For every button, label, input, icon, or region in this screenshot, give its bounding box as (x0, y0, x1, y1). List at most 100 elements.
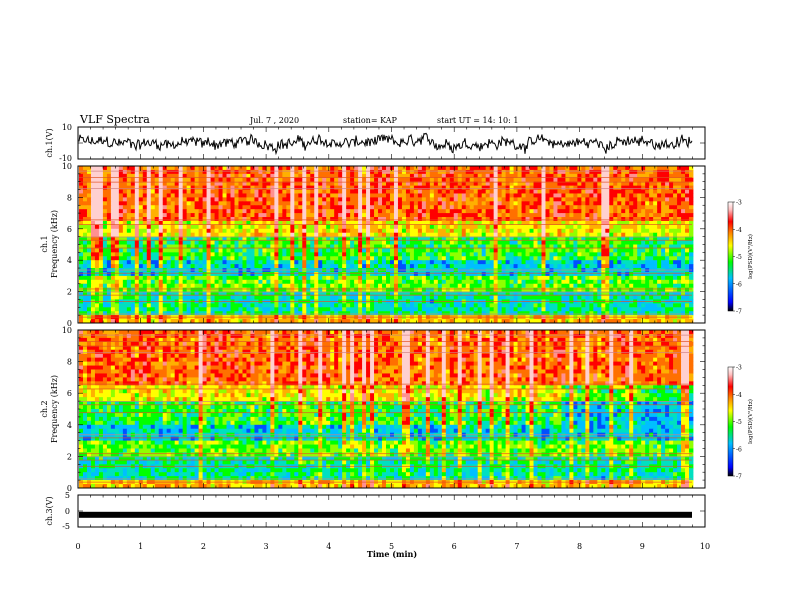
spectrogram-cell (238, 205, 243, 210)
spectrogram-cell (625, 260, 630, 265)
spectrogram-cell (178, 177, 184, 183)
spectrogram-cell (689, 224, 694, 230)
spectrogram-cell (641, 260, 646, 265)
spectrogram-cell (370, 209, 375, 214)
spectrogram-cell (158, 291, 164, 296)
spectrogram-cell (685, 287, 690, 293)
spectrogram-cell (673, 205, 678, 210)
spectrogram-cell (306, 271, 311, 277)
spectrogram-cell (378, 283, 383, 289)
spectrogram-cell (585, 244, 590, 249)
spectrogram-cell (82, 228, 88, 234)
spectrogram-cell (481, 224, 487, 230)
spectrogram-cell (537, 166, 542, 171)
spectrogram-cell (98, 193, 104, 198)
spectrogram-cell (202, 205, 207, 210)
spectrogram-cell (641, 181, 646, 187)
spectrogram-cell (641, 177, 646, 183)
spectrogram-cell (401, 240, 407, 245)
spectrogram-cell (366, 213, 371, 218)
spectrogram-cell (366, 260, 371, 265)
spectrogram-cell (565, 213, 570, 218)
spectrogram-cell (625, 248, 630, 253)
spectrogram-cell (386, 244, 391, 249)
spectrogram-cell (553, 232, 558, 238)
spectrogram-cell (457, 287, 463, 293)
spectrogram-cell (601, 287, 606, 293)
spectrogram-cell (493, 193, 499, 198)
spectrogram-cell (581, 166, 586, 171)
spectrogram-cell (314, 209, 319, 214)
spectrogram-cell (533, 209, 538, 214)
spectrogram-cell (389, 248, 395, 253)
spectrogram-cell (393, 209, 399, 214)
spectrogram-cell (601, 189, 606, 194)
spectrogram-cell (230, 283, 235, 289)
spectrogram-cell (669, 197, 674, 202)
spectrogram-cell (106, 287, 112, 293)
spectrogram-cell (545, 220, 550, 226)
spectrogram-cell (633, 260, 638, 265)
spectrogram-cell (110, 224, 116, 230)
spectrogram-cell (393, 173, 399, 179)
spectrogram-cell (409, 181, 415, 187)
spectrogram-cell (182, 291, 188, 296)
spectrogram-cell (665, 185, 670, 190)
spectrogram-cell (489, 252, 495, 257)
spectrogram-cell (681, 169, 686, 175)
spectrogram-cell (202, 252, 207, 257)
spectrogram-cell (557, 220, 562, 226)
spectrogram-cell (314, 256, 319, 261)
spectrogram-cell (633, 244, 638, 249)
spectrogram-cell (86, 260, 92, 265)
spectrogram-cell (529, 201, 534, 206)
spectrogram-cell (457, 197, 463, 202)
spectrogram-cell (689, 201, 694, 206)
spectrogram-cell (481, 177, 487, 183)
spectrogram-cell (445, 209, 451, 214)
spectrogram-cell (79, 271, 84, 277)
spectrogram-cell (677, 197, 682, 202)
spectrogram-cell (485, 197, 491, 202)
spectrogram-cell (182, 260, 188, 265)
spectrogram-cell (617, 248, 622, 253)
spectrogram-cell (457, 220, 463, 226)
spectrogram-cell (485, 264, 491, 269)
spectrogram-cell (541, 248, 546, 253)
spectrogram-cell (286, 283, 291, 289)
spectrogram-cell (326, 181, 331, 187)
spectrogram-cell (469, 173, 475, 179)
spectrogram-cell (362, 177, 367, 183)
spectrogram-cell (198, 232, 203, 238)
spectrogram-cell (489, 213, 495, 218)
spectrogram-cell (637, 169, 642, 175)
spectrogram-cell (358, 224, 363, 230)
spectrogram-cell (126, 244, 132, 249)
spectrogram-cell (433, 177, 439, 183)
spectrogram-cell (310, 275, 315, 281)
spectrogram-cell (577, 220, 582, 226)
spectrogram-cell (581, 287, 586, 293)
spectrogram-cell (397, 271, 403, 277)
spectrogram-cell (469, 260, 475, 265)
spectrogram-cell (409, 275, 415, 281)
spectrogram-cell (218, 181, 223, 187)
start-time-label: start UT = 14: 10: 1 (437, 116, 518, 125)
spectrogram-cell (497, 287, 503, 293)
spectrogram-cell (573, 201, 578, 206)
spectrogram-cell (561, 169, 566, 175)
spectrogram-cell (170, 217, 176, 222)
spectrogram-cell (374, 189, 379, 194)
spectrogram-cell (234, 217, 239, 222)
spectrogram-cell (246, 236, 251, 241)
spectrogram-cell (362, 232, 367, 238)
spectrogram-cell (118, 264, 124, 269)
spectrogram-cell (633, 236, 638, 241)
spectrogram-cell (378, 244, 383, 249)
spectrogram-cell (282, 244, 287, 249)
spectrogram-cell (90, 260, 96, 265)
spectrogram-cell (170, 279, 176, 285)
spectrogram-cell (477, 224, 483, 230)
spectrogram-cell (274, 166, 279, 171)
spectrogram-cell (501, 177, 507, 183)
